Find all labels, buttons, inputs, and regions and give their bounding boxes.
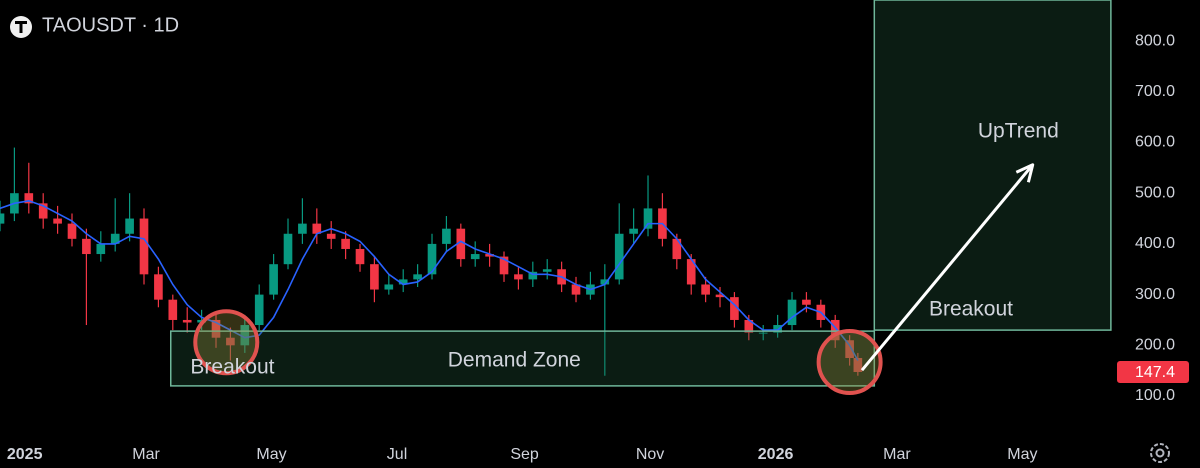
y-tick-label: 300.0: [1135, 286, 1175, 303]
candle-body: [298, 223, 307, 234]
y-tick-label: 600.0: [1135, 134, 1175, 151]
x-tick-label: Mar: [132, 446, 160, 463]
candle-body: [701, 284, 710, 295]
y-tick-label: 100.0: [1135, 387, 1175, 404]
candle-body: [226, 337, 235, 346]
candle-body: [254, 294, 264, 326]
candle-body: [67, 223, 77, 239]
annotation-text: Breakout: [929, 297, 1013, 320]
x-tick-label: 2026: [758, 446, 794, 463]
trend-arrow: [860, 163, 1034, 372]
settings-icon[interactable]: [1150, 443, 1170, 463]
plot-area: [0, 147, 863, 376]
candle-body: [614, 233, 624, 280]
y-tick-label: 400.0: [1135, 235, 1175, 252]
candle-body: [456, 228, 466, 260]
x-tick-label: Jul: [387, 446, 407, 463]
candle-body: [110, 233, 120, 244]
moving-average: [0, 199, 859, 361]
candle-body: [730, 297, 739, 320]
candle-body: [470, 254, 480, 260]
zone: [169, 330, 876, 387]
candle-body: [442, 228, 451, 244]
last-price-tag: [1117, 360, 1189, 383]
y-tick-label: 200.0: [1135, 337, 1175, 354]
candle-body: [38, 203, 48, 219]
candle-body: [355, 248, 365, 265]
candle-body: [571, 284, 581, 295]
candle-body: [413, 274, 422, 280]
candle-body: [96, 243, 106, 255]
chart-title: TAOUSDT · 1D: [42, 14, 179, 36]
candle-body: [168, 299, 178, 320]
candle-body: [326, 233, 336, 239]
y-tick-label: 700.0: [1135, 83, 1175, 100]
candle-body: [427, 243, 437, 275]
candle-body: [499, 256, 509, 275]
arrow-head: [1015, 163, 1035, 183]
annotation-text: Breakout: [190, 356, 274, 379]
candle-body: [485, 254, 494, 257]
highlight-circle: [816, 329, 883, 396]
candle-body: [853, 357, 863, 372]
candle-body: [139, 218, 149, 275]
y-tick-label: 800.0: [1135, 32, 1175, 49]
x-tick-label: May: [1007, 446, 1037, 463]
candle-body: [283, 233, 293, 265]
highlight-circle: [193, 309, 260, 376]
candle-body: [542, 269, 552, 272]
candle-body: [528, 271, 538, 280]
candle-body: [672, 238, 682, 260]
candle-body: [24, 193, 34, 204]
candle-body: [341, 238, 350, 249]
candle-body: [82, 238, 91, 255]
candle-body: [240, 325, 250, 346]
x-tick-label: 2025: [7, 446, 43, 463]
last-price-label: 147.4: [1135, 364, 1175, 381]
candle-body: [686, 259, 696, 285]
candle-body: [269, 264, 278, 295]
candle-body: [370, 264, 379, 290]
x-tick-label: Mar: [883, 446, 911, 463]
candle-body: [758, 332, 768, 334]
candle-body: [600, 279, 610, 285]
candle-body: [384, 284, 394, 290]
gear-outer[interactable]: [1150, 443, 1170, 463]
candle-body: [802, 299, 811, 305]
candle-body: [0, 213, 5, 224]
candle-body: [53, 218, 62, 224]
annotation-text: Demand Zone: [448, 349, 581, 372]
candle-body: [211, 319, 221, 338]
y-tick-label: 500.0: [1135, 184, 1175, 201]
candle-body: [830, 319, 840, 341]
gear-inner[interactable]: [1155, 448, 1165, 458]
candle-body: [643, 208, 653, 229]
logo-stem: [19, 21, 23, 33]
x-tick-label: May: [256, 446, 286, 463]
candle-body: [398, 279, 408, 285]
candle-body: [744, 319, 754, 333]
zone: [873, 0, 1112, 331]
candle-body: [154, 274, 163, 300]
annotation-text: UpTrend: [978, 119, 1059, 142]
x-tick-label: Nov: [636, 446, 664, 463]
candle-body: [629, 228, 638, 234]
candle-body: [125, 218, 134, 234]
candle-body: [773, 325, 782, 333]
candle-body: [312, 223, 322, 234]
symbol-logo: [10, 16, 32, 38]
candle-body: [787, 299, 797, 326]
candle-body: [182, 319, 192, 323]
candle-body: [715, 294, 725, 298]
candle-body: [514, 274, 523, 280]
x-tick-label: Sep: [510, 446, 539, 463]
candle-body: [845, 340, 854, 358]
